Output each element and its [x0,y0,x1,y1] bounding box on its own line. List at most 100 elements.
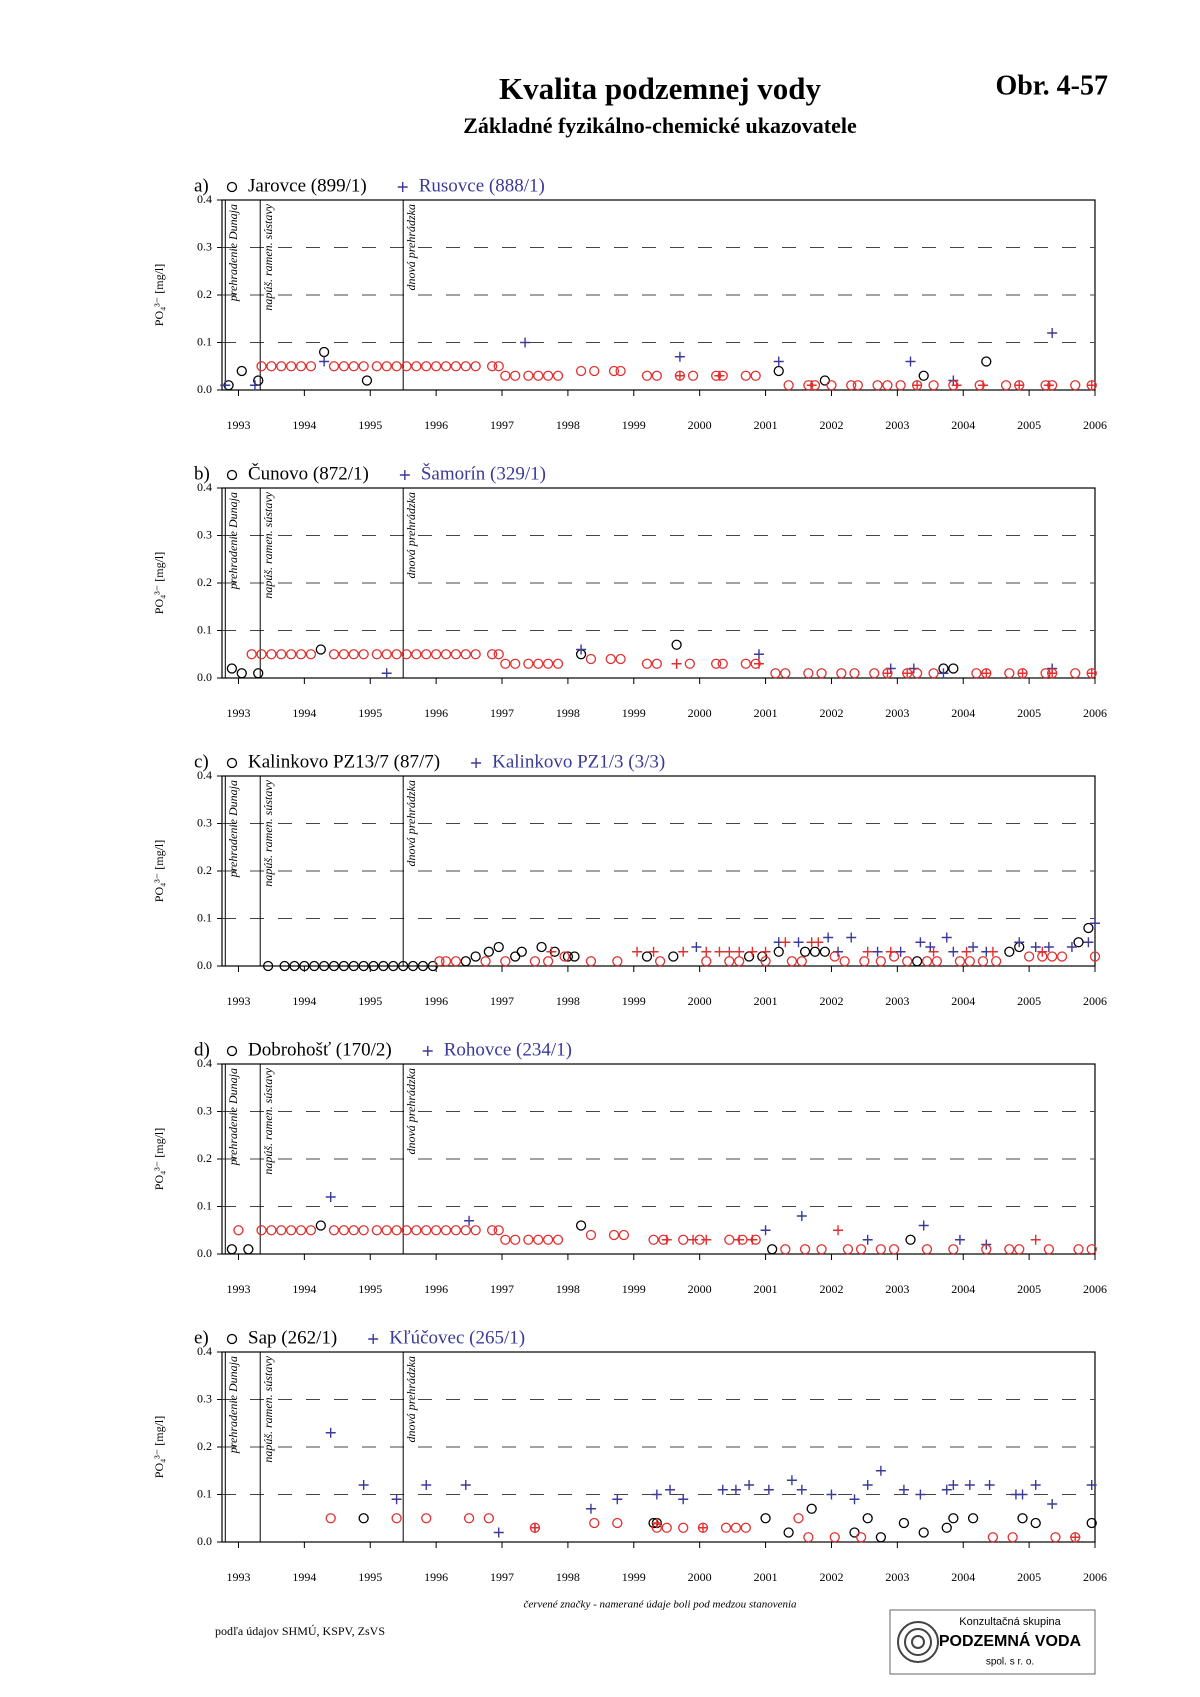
marker-circle [523,370,534,381]
marker-circle [450,1225,462,1236]
marker-circle [533,1234,544,1245]
marker-plus [714,946,725,957]
marker-plus [773,356,784,367]
marker-plus [941,1484,952,1495]
marker-plus [1086,668,1097,679]
event-label: napúš. ramen. sústavy [261,779,275,886]
marker-plus [632,946,643,957]
x-tick-label: 1995 [358,418,382,432]
marker-circle [243,1244,254,1255]
legend-label: Šamorín (329/1) [421,462,546,484]
marker-circle [348,649,359,660]
marker-circle [256,361,267,372]
marker-plus [529,1522,540,1533]
x-tick-label: 2005 [1017,706,1041,720]
marker-plus [576,644,587,655]
marker-circle [286,1225,297,1236]
x-tick-label: 2006 [1083,706,1107,720]
marker-circle [510,370,521,381]
marker-circle [562,951,574,962]
marker-circle [1004,668,1015,679]
marker-plus [1043,380,1054,391]
marker-circle [463,1513,475,1524]
marker-plus [813,937,824,948]
marker-circle [859,956,870,967]
marker-circle [552,370,564,381]
marker-circle [315,1220,326,1231]
marker-plus [823,932,834,943]
marker-plus [954,1234,965,1245]
marker-circle [529,956,541,967]
marker-plus [688,1234,699,1245]
marker-circle [711,658,722,669]
marker-circle [809,946,821,957]
x-tick-label: 1994 [292,706,316,720]
marker-circle [928,380,939,391]
marker-circle [684,658,695,669]
marker-plus [895,946,906,957]
marker-plus [612,1494,623,1505]
marker-plus [941,932,952,943]
footer-note: červené značky - namerané údaje boli pod… [523,1599,797,1611]
legend-label: Kľúčovec (265/1) [389,1327,525,1348]
marker-circle [911,668,923,679]
x-tick-label: 2005 [1017,1282,1041,1296]
marker-circle [687,370,699,381]
x-tick-label: 2002 [819,1570,843,1584]
event-label: dnová prehrádzka [404,1356,418,1443]
marker-plus [915,937,926,948]
marker-circle [872,380,883,391]
marker-circle [256,1225,267,1236]
marker-plus [961,946,972,957]
marker-plus [1017,1489,1028,1500]
marker-plus [671,658,682,669]
marker-circle [1030,1517,1041,1529]
marker-plus [747,1234,758,1245]
marker-circle [987,1532,999,1543]
marker-circle [780,668,791,679]
marker-plus [928,946,939,957]
x-tick-label: 1998 [556,1570,580,1584]
x-tick-label: 1996 [424,418,448,432]
marker-circle [233,1225,244,1236]
marker-circle [315,644,326,655]
subtitle: Základné fyzikálno-chemické ukazovatele [463,113,857,138]
marker-plus [464,1215,475,1226]
marker-plus [793,937,804,948]
marker-circle [295,361,307,372]
x-tick-label: 2003 [885,418,909,432]
legend-label: Rusovce (888/1) [419,175,545,196]
marker-circle [849,668,860,679]
marker-circle [796,956,807,967]
event-label: prehradenie Dunaja [226,1356,240,1454]
marker-plus [872,946,883,957]
legend-label: Čunovo (872/1) [248,462,369,484]
x-tick-label: 2004 [951,418,975,432]
marker-circle [460,1225,471,1236]
marker-circle [921,1244,933,1255]
x-tick-label: 1993 [226,1570,250,1584]
marker-plus [701,946,712,957]
event-label: napúš. ramen. sústavy [261,491,275,598]
marker-plus [862,946,873,957]
marker-circle [493,1225,504,1236]
marker-circle [295,649,307,660]
marker-circle [460,649,471,660]
marker-plus [397,182,408,192]
marker-circle [1070,380,1081,391]
x-tick-label: 2002 [819,1282,843,1296]
marker-circle [720,1522,732,1533]
marker-circle [651,370,663,381]
marker-circle [542,956,554,967]
marker-plus [1014,380,1025,391]
marker-plus [714,370,725,381]
x-tick-label: 2003 [885,1282,909,1296]
marker-circle [305,361,317,372]
marker-circle [559,951,570,962]
x-tick-label: 1995 [358,706,382,720]
marker-circle [493,361,504,372]
y-tick-label: 0.0 [197,382,212,396]
marker-circle [612,956,623,967]
x-tick-label: 2001 [754,1570,778,1584]
marker-plus [826,1489,837,1500]
